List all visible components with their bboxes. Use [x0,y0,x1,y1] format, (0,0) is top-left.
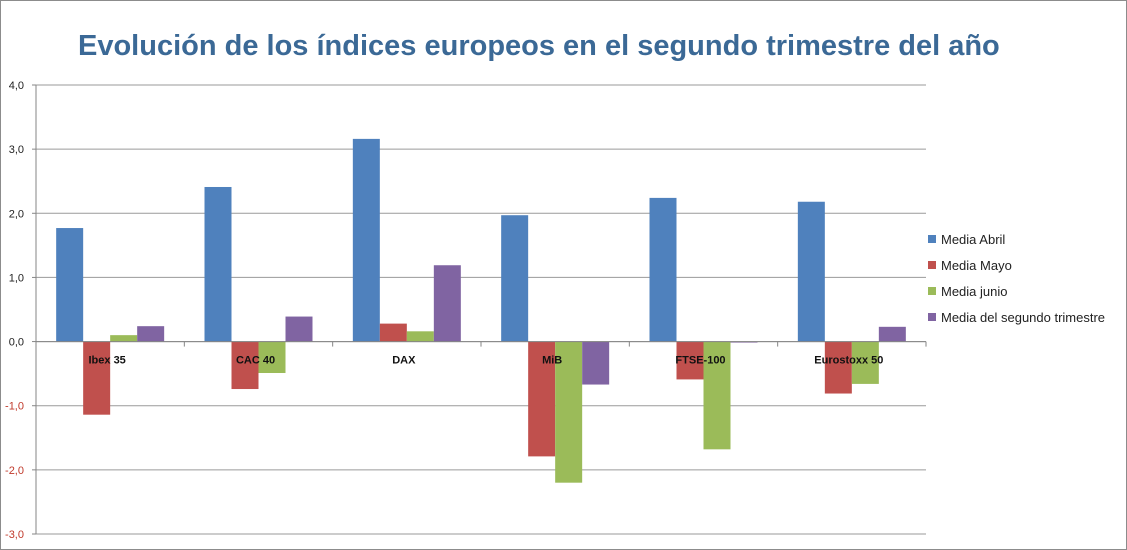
legend-item: Media Abril [928,226,1105,252]
y-tick-label: -2,0 [5,465,24,477]
bar [676,341,704,380]
bar [433,265,461,342]
x-category-label: Eurostoxx 50 [814,355,883,367]
bar [649,197,677,342]
bar [137,326,165,342]
y-tick-label: -3,0 [5,529,24,541]
bar [83,341,111,415]
x-category-label: Ibex 35 [89,355,126,367]
bar [285,316,313,342]
bar [528,341,556,457]
bar [406,331,434,342]
legend-label: Media Mayo [941,257,1012,273]
legend-item: Media Mayo [928,252,1105,278]
legend-item: Media junio [928,278,1105,304]
bar [56,228,84,342]
chart-legend: Media Abril Media Mayo Media junio Media de… [928,226,1105,330]
bar [824,341,852,394]
bar [352,138,380,342]
legend-label: Media junio [941,283,1008,299]
bar [501,215,529,342]
bar [797,201,825,342]
legend-swatch [928,287,936,295]
y-tick-label: 4,0 [9,80,24,92]
legend-swatch [928,261,936,269]
x-category-label: DAX [392,355,416,367]
y-tick-label: 0,0 [9,337,24,349]
legend-swatch [928,313,936,321]
bar [379,323,407,342]
x-category-label: CAC 40 [236,355,275,367]
x-category-label: FTSE-100 [675,355,725,367]
bar [878,326,906,342]
legend-label: Media Abril [941,231,1006,247]
bar [582,341,610,385]
legend-label: Media del segundo trimestre [941,309,1106,325]
bar [258,341,286,374]
x-category-label: MiB [542,355,562,367]
y-tick-label: 3,0 [9,144,24,156]
y-tick-label: 2,0 [9,208,24,220]
legend-swatch [928,235,936,243]
bar [231,341,259,390]
y-tick-label: -1,0 [5,401,24,413]
y-tick-label: 1,0 [9,272,24,284]
legend-item: Media del segundo trimestre [928,304,1105,330]
chart-title: Evolución de los índices europeos en el … [78,30,1000,62]
bar [851,341,879,384]
bar [204,186,232,342]
bar [555,341,583,483]
bar [110,335,138,342]
bar [703,341,731,450]
